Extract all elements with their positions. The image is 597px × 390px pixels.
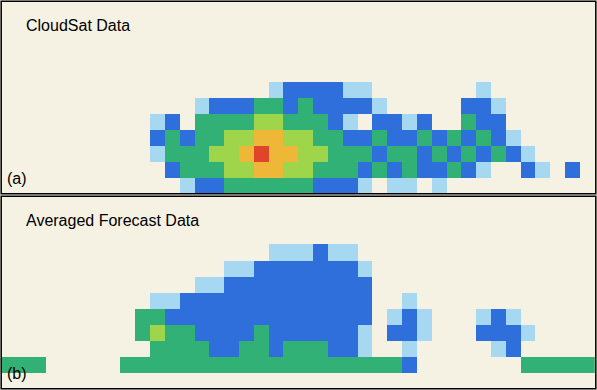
svg-text:CloudSat Data: CloudSat Data <box>26 17 130 34</box>
svg-text:Averaged Forecast Data: Averaged Forecast Data <box>26 212 199 229</box>
svg-text:(a): (a) <box>7 170 27 187</box>
svg-text:(b): (b) <box>7 365 27 382</box>
